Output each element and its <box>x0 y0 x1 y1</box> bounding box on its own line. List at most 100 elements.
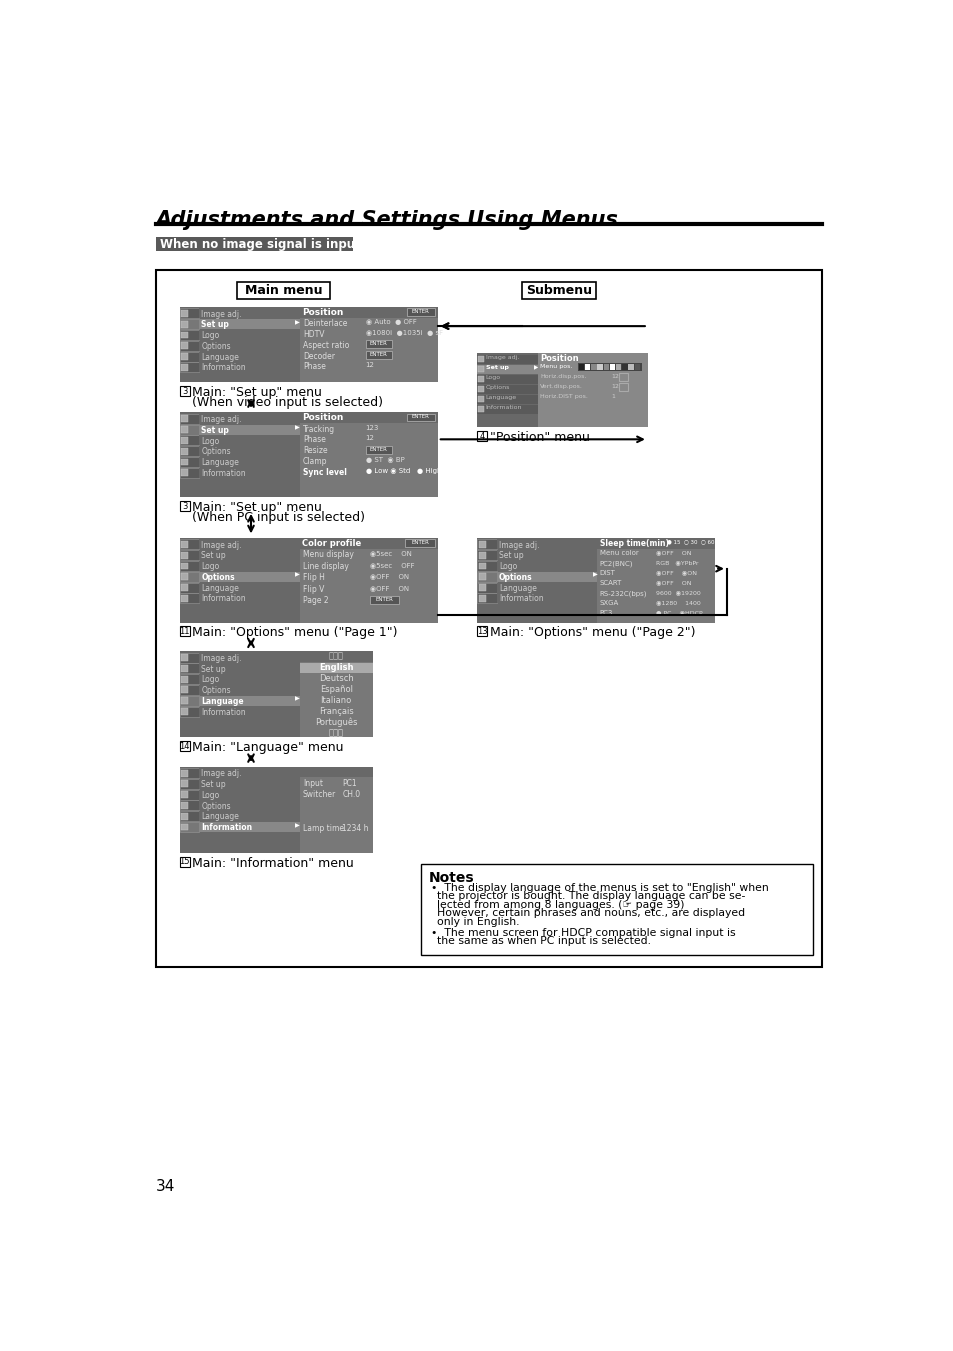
Text: Information: Information <box>201 823 253 832</box>
Bar <box>199 780 299 789</box>
Bar <box>179 674 199 684</box>
Text: Language: Language <box>201 584 239 593</box>
Text: ENTER: ENTER <box>412 309 429 313</box>
Bar <box>179 593 199 604</box>
Bar <box>365 351 392 359</box>
Bar <box>179 811 199 821</box>
Text: CH.0: CH.0 <box>342 790 360 798</box>
Bar <box>497 539 597 550</box>
Text: ▶: ▶ <box>294 320 299 326</box>
Text: 11: 11 <box>179 627 190 636</box>
Bar <box>497 561 597 571</box>
Text: Position: Position <box>539 354 578 363</box>
Text: Language: Language <box>201 353 239 362</box>
Text: PC1: PC1 <box>342 780 356 788</box>
Text: Logo: Logo <box>201 562 219 571</box>
Bar <box>199 674 299 684</box>
Bar <box>497 582 597 593</box>
Bar <box>478 584 485 590</box>
Text: Main: "Language" menu: Main: "Language" menu <box>192 742 343 754</box>
Bar <box>199 330 299 340</box>
Bar <box>476 394 537 404</box>
Bar <box>179 769 199 778</box>
Bar <box>199 790 299 800</box>
Bar <box>155 270 821 967</box>
Text: ▶: ▶ <box>294 823 299 828</box>
Bar <box>181 331 188 339</box>
Text: Options: Options <box>201 801 231 811</box>
Text: 3: 3 <box>182 501 187 511</box>
Bar <box>179 696 199 705</box>
Bar <box>199 539 299 550</box>
Text: ◉OFF    ON: ◉OFF ON <box>369 573 408 580</box>
Bar <box>476 365 537 374</box>
Bar <box>181 447 188 455</box>
Bar <box>405 539 435 547</box>
Bar <box>369 596 398 604</box>
Bar <box>199 769 299 778</box>
Bar <box>179 362 199 373</box>
Bar <box>181 540 188 549</box>
Bar <box>181 676 188 682</box>
Bar <box>179 780 199 789</box>
Text: 15: 15 <box>179 858 190 866</box>
Bar <box>365 446 392 454</box>
Text: Menu display: Menu display <box>303 550 354 559</box>
Text: Phase: Phase <box>303 435 326 444</box>
Bar <box>181 436 188 444</box>
Text: ◉OFF    ON: ◉OFF ON <box>369 585 408 590</box>
Bar <box>199 593 299 604</box>
Text: Information: Information <box>201 469 246 478</box>
Text: ◉OFF    ◉ON: ◉OFF ◉ON <box>655 570 696 576</box>
Bar <box>179 582 199 593</box>
Bar <box>179 685 199 694</box>
Text: Sleep time(min): Sleep time(min) <box>599 539 668 547</box>
Text: Set up: Set up <box>485 365 508 370</box>
Text: Language: Language <box>201 812 239 821</box>
Bar <box>578 363 583 370</box>
Bar <box>476 405 537 413</box>
Bar <box>181 654 188 661</box>
Text: Clamp: Clamp <box>303 457 327 466</box>
Text: ▶: ▶ <box>534 365 537 370</box>
Text: SXGA: SXGA <box>599 600 618 607</box>
Bar <box>477 405 484 412</box>
Text: Input: Input <box>303 780 322 788</box>
Bar <box>616 363 620 370</box>
Text: Set up: Set up <box>201 551 226 561</box>
Bar <box>179 446 199 457</box>
Bar <box>179 340 199 351</box>
Bar <box>179 790 199 800</box>
Text: Horiz.DIST pos.: Horiz.DIST pos. <box>539 394 587 399</box>
Text: 1234 h: 1234 h <box>342 824 369 832</box>
Bar <box>179 319 199 330</box>
Text: 1: 1 <box>611 394 615 399</box>
Bar <box>179 571 199 582</box>
Bar <box>181 573 188 580</box>
Bar <box>181 781 188 788</box>
Bar <box>179 766 299 852</box>
Text: the same as when PC input is selected.: the same as when PC input is selected. <box>436 936 650 946</box>
Text: Set up: Set up <box>201 426 229 435</box>
Text: ◉5sec    OFF: ◉5sec OFF <box>369 562 414 567</box>
Text: only in English.: only in English. <box>436 917 519 927</box>
Text: Information: Information <box>201 594 246 604</box>
Bar <box>497 571 597 582</box>
Bar <box>179 501 190 511</box>
Text: PC2(BNC): PC2(BNC) <box>599 561 633 566</box>
Bar <box>299 307 437 317</box>
Text: ● PC    ◉HDCP: ● PC ◉HDCP <box>655 611 701 615</box>
Text: Image adj.: Image adj. <box>201 309 242 319</box>
Text: Image adj.: Image adj. <box>201 415 242 424</box>
Bar <box>179 308 199 319</box>
Bar <box>199 467 299 478</box>
Text: Options: Options <box>201 342 231 351</box>
Text: ENTER: ENTER <box>370 351 388 357</box>
Bar <box>299 651 373 662</box>
Text: DIST: DIST <box>599 570 615 577</box>
Bar <box>179 539 199 550</box>
Text: •  The menu screen for HDCP compatible signal input is: • The menu screen for HDCP compatible si… <box>431 928 735 938</box>
Text: Lamp time: Lamp time <box>303 824 344 832</box>
Bar <box>476 538 597 623</box>
Bar <box>181 802 188 809</box>
